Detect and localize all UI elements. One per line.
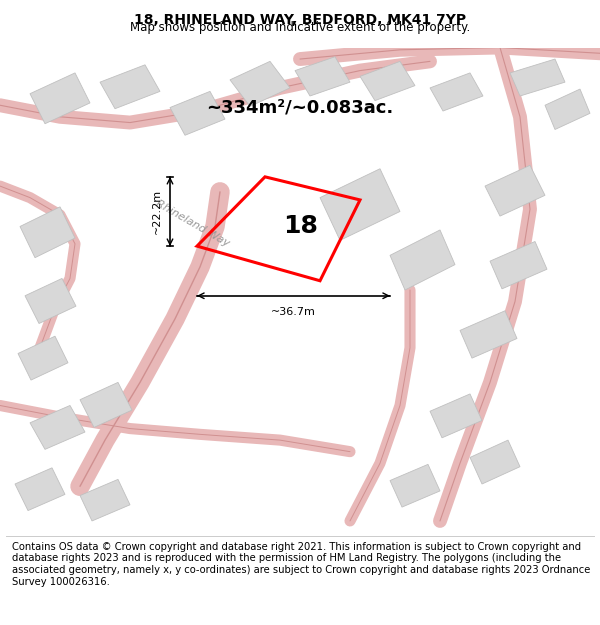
Polygon shape <box>20 207 75 258</box>
Polygon shape <box>170 91 225 135</box>
Text: ~334m²/~0.083ac.: ~334m²/~0.083ac. <box>206 99 394 116</box>
Polygon shape <box>230 61 290 106</box>
Polygon shape <box>30 406 85 449</box>
Polygon shape <box>360 61 415 101</box>
Polygon shape <box>25 279 76 324</box>
Polygon shape <box>510 59 565 96</box>
Polygon shape <box>18 336 68 380</box>
Polygon shape <box>100 65 160 109</box>
Polygon shape <box>490 241 547 289</box>
Text: ~22.2m: ~22.2m <box>152 189 162 234</box>
Polygon shape <box>80 479 130 521</box>
Polygon shape <box>430 73 483 111</box>
Polygon shape <box>80 382 132 428</box>
Polygon shape <box>295 57 350 96</box>
Polygon shape <box>485 165 545 216</box>
Polygon shape <box>15 468 65 511</box>
Text: Rhineland Way: Rhineland Way <box>154 198 232 248</box>
Polygon shape <box>430 394 482 438</box>
Polygon shape <box>320 169 400 241</box>
Text: Contains OS data © Crown copyright and database right 2021. This information is : Contains OS data © Crown copyright and d… <box>12 542 590 586</box>
Polygon shape <box>470 440 520 484</box>
Polygon shape <box>390 230 455 290</box>
Text: Map shows position and indicative extent of the property.: Map shows position and indicative extent… <box>130 21 470 34</box>
Polygon shape <box>545 89 590 129</box>
Polygon shape <box>390 464 440 507</box>
Text: ~36.7m: ~36.7m <box>271 308 316 318</box>
Polygon shape <box>460 311 517 358</box>
Text: 18: 18 <box>283 214 318 238</box>
Polygon shape <box>30 73 90 124</box>
Text: 18, RHINELAND WAY, BEDFORD, MK41 7YP: 18, RHINELAND WAY, BEDFORD, MK41 7YP <box>134 13 466 28</box>
